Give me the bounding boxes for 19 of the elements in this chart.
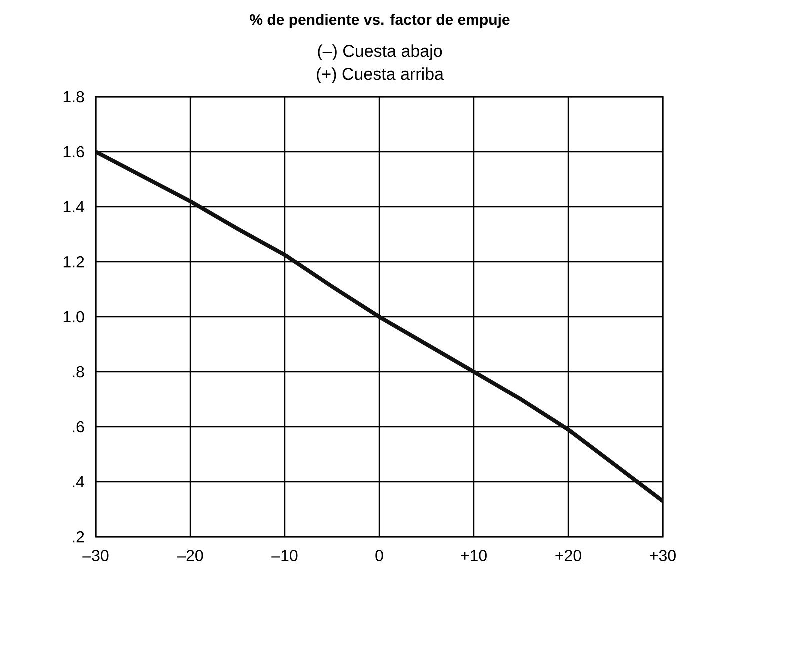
y-tick-label: .6 bbox=[73, 421, 84, 433]
chart-subtitle: (–) Cuesta abajo bbox=[318, 44, 442, 61]
y-tick-label: .2 bbox=[73, 531, 84, 543]
y-tick-label: 1.4 bbox=[64, 202, 84, 213]
x-tick-label: +10 bbox=[461, 550, 487, 562]
x-tick-label: +20 bbox=[556, 550, 582, 562]
y-tick-label: 1.6 bbox=[64, 146, 84, 158]
x-tick-label: –20 bbox=[177, 550, 204, 562]
x-tick-label: –30 bbox=[82, 550, 109, 562]
y-tick-label: 1.0 bbox=[64, 311, 84, 323]
x-tick-label: +30 bbox=[650, 550, 676, 562]
x-tick-label: –10 bbox=[272, 550, 298, 562]
chart-title: % de pendiente vs. factor de empuje bbox=[250, 14, 510, 28]
y-tick-label: .8 bbox=[73, 366, 84, 378]
y-tick-label: .4 bbox=[73, 476, 84, 488]
y-tick-label: 1.2 bbox=[64, 256, 84, 268]
x-tick-label: 0 bbox=[376, 550, 384, 562]
text: (+) Cuesta arriba bbox=[317, 68, 444, 84]
y-tick-label: 1.8 bbox=[64, 91, 84, 103]
